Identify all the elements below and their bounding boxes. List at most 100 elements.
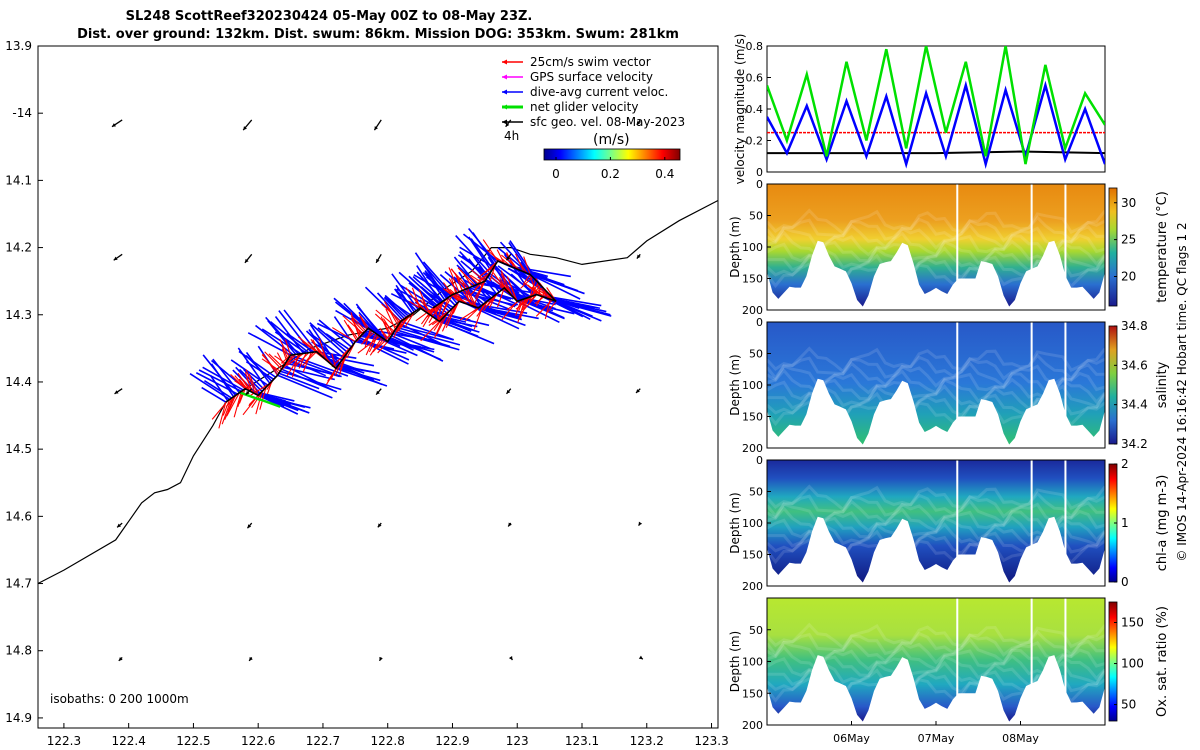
swim-vector — [298, 352, 307, 369]
arrow-head — [508, 656, 513, 660]
section-ylabel: Depth (m) — [728, 631, 742, 692]
arrow-head — [117, 523, 122, 528]
legend-swatch-head — [502, 74, 507, 80]
dive-avg-current-vector — [497, 265, 538, 296]
dive-avg-current-vector — [408, 275, 440, 305]
net-glider-velocity-vector — [257, 397, 281, 408]
dive-avg-current-vector — [386, 298, 411, 316]
swim-vector — [350, 315, 367, 332]
swim-vector — [284, 339, 292, 356]
section-texture — [767, 654, 1105, 681]
swim-vector — [477, 272, 491, 282]
swim-vector — [238, 388, 246, 404]
swim-vector — [375, 309, 398, 328]
dive-avg-current-vector — [391, 273, 419, 310]
arrow-head — [638, 521, 643, 526]
colorbar-tick-label: 34.4 — [1121, 398, 1148, 412]
dive-avg-current-vector — [309, 322, 347, 356]
section-ytick-label: 200 — [742, 580, 763, 593]
figure-title-line1: SL248 ScottReef320230424 05-May 00Z to 0… — [126, 9, 533, 24]
dive-avg-current-vector — [195, 372, 238, 395]
colorbar-units-label: (m/s) — [593, 132, 630, 148]
dive-avg-current-vector — [471, 285, 514, 300]
section-texture — [767, 622, 1105, 650]
swim-vector — [357, 335, 381, 354]
section-ytick-label: 50 — [749, 486, 763, 499]
swim-vector — [422, 306, 436, 328]
swim-vector — [515, 295, 534, 310]
map-xtick-label: 122.6 — [241, 734, 275, 748]
dive-avg-current-vector — [422, 261, 454, 296]
section-ytick-label: 200 — [742, 719, 763, 732]
section-ytick-label: 0 — [756, 316, 763, 329]
dive-avg-current-vector — [277, 374, 333, 399]
swim-vector — [380, 329, 390, 340]
dive-avg-current-vector — [189, 373, 231, 401]
swim-vector — [304, 351, 315, 363]
section-texture — [767, 222, 1105, 251]
dive-avg-current-vector — [398, 271, 438, 306]
dive-avg-current-vector — [426, 291, 454, 309]
swim-vector — [347, 324, 359, 340]
swim-vector — [468, 274, 479, 285]
section-gap — [1030, 184, 1033, 310]
section-data — [767, 184, 1105, 310]
section-data — [767, 598, 1105, 725]
velocity-ytick-label: 0.2 — [746, 135, 764, 148]
swim-vector — [470, 274, 482, 283]
sfc-geo-vel-arrow — [246, 522, 253, 529]
section-ytick-label: 100 — [742, 517, 763, 530]
swim-vector — [351, 319, 363, 336]
colorbar-label: Ox. sat. ratio (%) — [1155, 606, 1170, 717]
swim-vector — [376, 339, 387, 350]
colorbar-tick-label: 0 — [552, 167, 560, 181]
dive-avg-current-vector — [305, 330, 341, 364]
dive-avg-current-vector — [553, 299, 612, 317]
swim-vector — [381, 303, 402, 322]
swim-vector — [436, 313, 448, 335]
arrow-head — [247, 524, 252, 529]
swim-vector — [259, 387, 267, 410]
arrow-head — [376, 258, 380, 263]
colorbar-tick-label: 0 — [1121, 575, 1129, 589]
dive-avg-current-vector — [478, 307, 522, 320]
swim-vector — [428, 302, 442, 324]
arrow-head — [377, 523, 382, 528]
swim-vector — [454, 272, 463, 291]
section-ytick-label: 200 — [742, 304, 763, 317]
swim-vector — [506, 252, 515, 268]
section-ytick-label: 150 — [742, 549, 763, 562]
dive-avg-current-vector — [287, 358, 327, 377]
section-texture — [767, 637, 1105, 665]
colorbar-tick-label: 30 — [1121, 196, 1136, 210]
dive-avg-current-vector — [472, 232, 496, 266]
section-texture — [767, 484, 1105, 512]
swim-vector — [457, 267, 476, 286]
swim-vector — [384, 302, 400, 324]
section-texture — [767, 491, 1105, 519]
dive-avg-current-vector — [286, 332, 315, 353]
swim-vector — [238, 374, 255, 394]
section-ytick-label: 100 — [742, 656, 763, 669]
dive-avg-current-vector — [283, 364, 334, 391]
swim-vector — [261, 354, 280, 374]
map-xtick-label: 123.3 — [694, 734, 728, 748]
map-ytick-label: 14.6 — [5, 509, 32, 523]
dive-avg-current-vector — [551, 299, 591, 321]
swim-vectors — [211, 239, 557, 429]
dive-avg-current-vector — [335, 367, 388, 387]
swim-vector — [332, 327, 356, 343]
section-texture — [767, 261, 1105, 289]
sfc-geo-vel-arrow — [377, 522, 382, 528]
section-texture — [767, 353, 1105, 381]
dive-avg-current-vector — [311, 334, 345, 359]
swim-vector — [476, 299, 490, 317]
dive-avg-current-vector — [468, 236, 493, 272]
section-texture — [767, 660, 1105, 689]
swim-vector — [466, 286, 477, 308]
sfc-geo-vel-arrow — [113, 253, 123, 261]
dive-avg-current-vector — [376, 292, 404, 321]
section-texture — [767, 506, 1105, 534]
dive-avg-current-vector — [400, 320, 454, 341]
swim-vector — [523, 256, 531, 275]
